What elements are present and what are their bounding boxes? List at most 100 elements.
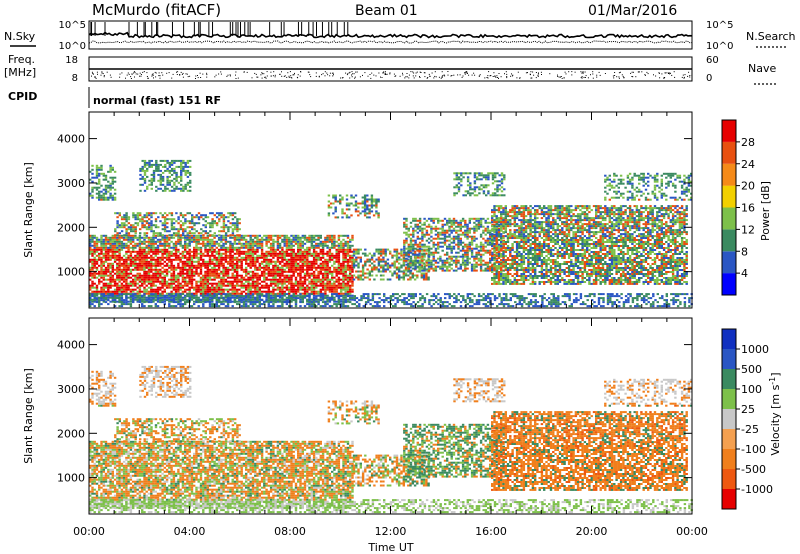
echo-cell	[267, 264, 270, 267]
echo-cell	[368, 260, 371, 263]
echo-cell	[211, 268, 214, 271]
echo-cell	[283, 256, 286, 259]
echo-cell	[208, 268, 212, 271]
echo-cell	[269, 292, 273, 295]
echo-cell	[331, 256, 334, 259]
echo-cell	[446, 247, 449, 250]
echo-cell	[118, 252, 121, 255]
echo-cell	[236, 284, 239, 287]
echo-cell	[189, 171, 192, 174]
echo-cell	[179, 234, 183, 237]
echo-cell	[229, 284, 232, 287]
echo-cell	[184, 246, 187, 249]
echo-cell	[301, 292, 304, 295]
echo-cell	[331, 252, 334, 255]
echo-cell	[190, 274, 194, 277]
echo-cell	[443, 223, 447, 226]
cpid-strip: CPID normal (fast) 151 RF	[8, 87, 221, 108]
echo-cell	[317, 266, 320, 269]
echo-cell	[141, 262, 144, 265]
echo-cell	[274, 288, 277, 291]
echo-cell	[129, 290, 133, 293]
echo-cell	[349, 246, 352, 249]
echo-cell	[202, 296, 205, 299]
echo-cell	[331, 284, 334, 287]
echo-cell	[272, 282, 275, 285]
echo-cell	[181, 280, 185, 283]
echo-cell	[170, 290, 173, 293]
echo-cell	[351, 236, 354, 239]
echo-cell	[190, 266, 194, 269]
echo-cell	[184, 218, 187, 221]
echo-cell	[109, 242, 112, 245]
echo-cell	[260, 274, 264, 277]
echo-cell	[98, 274, 101, 277]
echo-cell	[377, 264, 381, 267]
echo-cell	[234, 226, 237, 229]
echo-cell	[364, 264, 367, 267]
echo-cell	[297, 264, 300, 267]
echo-cell	[227, 216, 230, 219]
echo-cell	[283, 240, 286, 243]
echo-cell	[220, 256, 223, 259]
echo-cell	[422, 252, 426, 255]
echo-cell	[403, 253, 406, 256]
echo-cell	[165, 248, 169, 251]
echo-cell	[301, 284, 304, 287]
echo-cell	[172, 222, 176, 225]
echo-cell	[297, 256, 300, 259]
echo-cell	[181, 266, 185, 269]
echo-cell	[267, 284, 270, 287]
echo-cell	[218, 234, 221, 237]
echo-cell	[127, 232, 131, 235]
echo-cell	[427, 225, 431, 228]
echo-cell	[249, 288, 252, 291]
echo-cell	[202, 236, 205, 239]
nave-dot	[243, 71, 245, 73]
echo-cell	[147, 298, 151, 301]
echo-cell	[100, 276, 103, 279]
echo-cell	[215, 252, 218, 255]
echo-cell	[165, 254, 169, 257]
echo-cell	[272, 242, 275, 245]
echo-cell	[317, 236, 320, 239]
echo-cell	[229, 222, 232, 225]
echo-cell	[418, 265, 422, 268]
echo-cell	[159, 181, 162, 184]
echo-cell	[111, 274, 114, 277]
echo-cell	[184, 230, 187, 233]
echo-cell	[107, 296, 110, 299]
nave-dot	[584, 77, 586, 78]
echo-cell	[321, 256, 325, 259]
echo-cell	[122, 280, 126, 283]
echo-cell	[422, 262, 426, 265]
echo-cell	[247, 248, 250, 251]
echo-cell	[180, 159, 183, 162]
echo-cell	[159, 177, 162, 180]
echo-cell	[172, 218, 176, 221]
echo-cell	[197, 252, 200, 255]
echo-cell	[152, 175, 156, 178]
echo-cell	[450, 219, 453, 222]
echo-cell	[432, 217, 435, 220]
echo-cell	[231, 248, 234, 251]
echo-cell	[220, 284, 223, 287]
echo-cell	[226, 270, 230, 273]
echo-cell	[163, 290, 166, 293]
echo-cell	[91, 300, 94, 303]
echo-cell	[91, 272, 94, 275]
echo-cell	[161, 284, 164, 287]
nave-dot	[140, 75, 142, 77]
echo-cell	[292, 274, 295, 277]
echo-cell	[122, 284, 126, 287]
echo-cell	[109, 258, 112, 261]
echo-cell	[333, 266, 336, 269]
echo-cell	[177, 159, 181, 162]
echo-cell	[107, 258, 110, 261]
nave-dot	[582, 72, 584, 74]
echo-cell	[127, 296, 130, 299]
echo-cell	[222, 248, 225, 251]
echo-cell	[138, 256, 142, 259]
echo-cell	[109, 254, 112, 257]
echo-cell	[432, 257, 435, 260]
